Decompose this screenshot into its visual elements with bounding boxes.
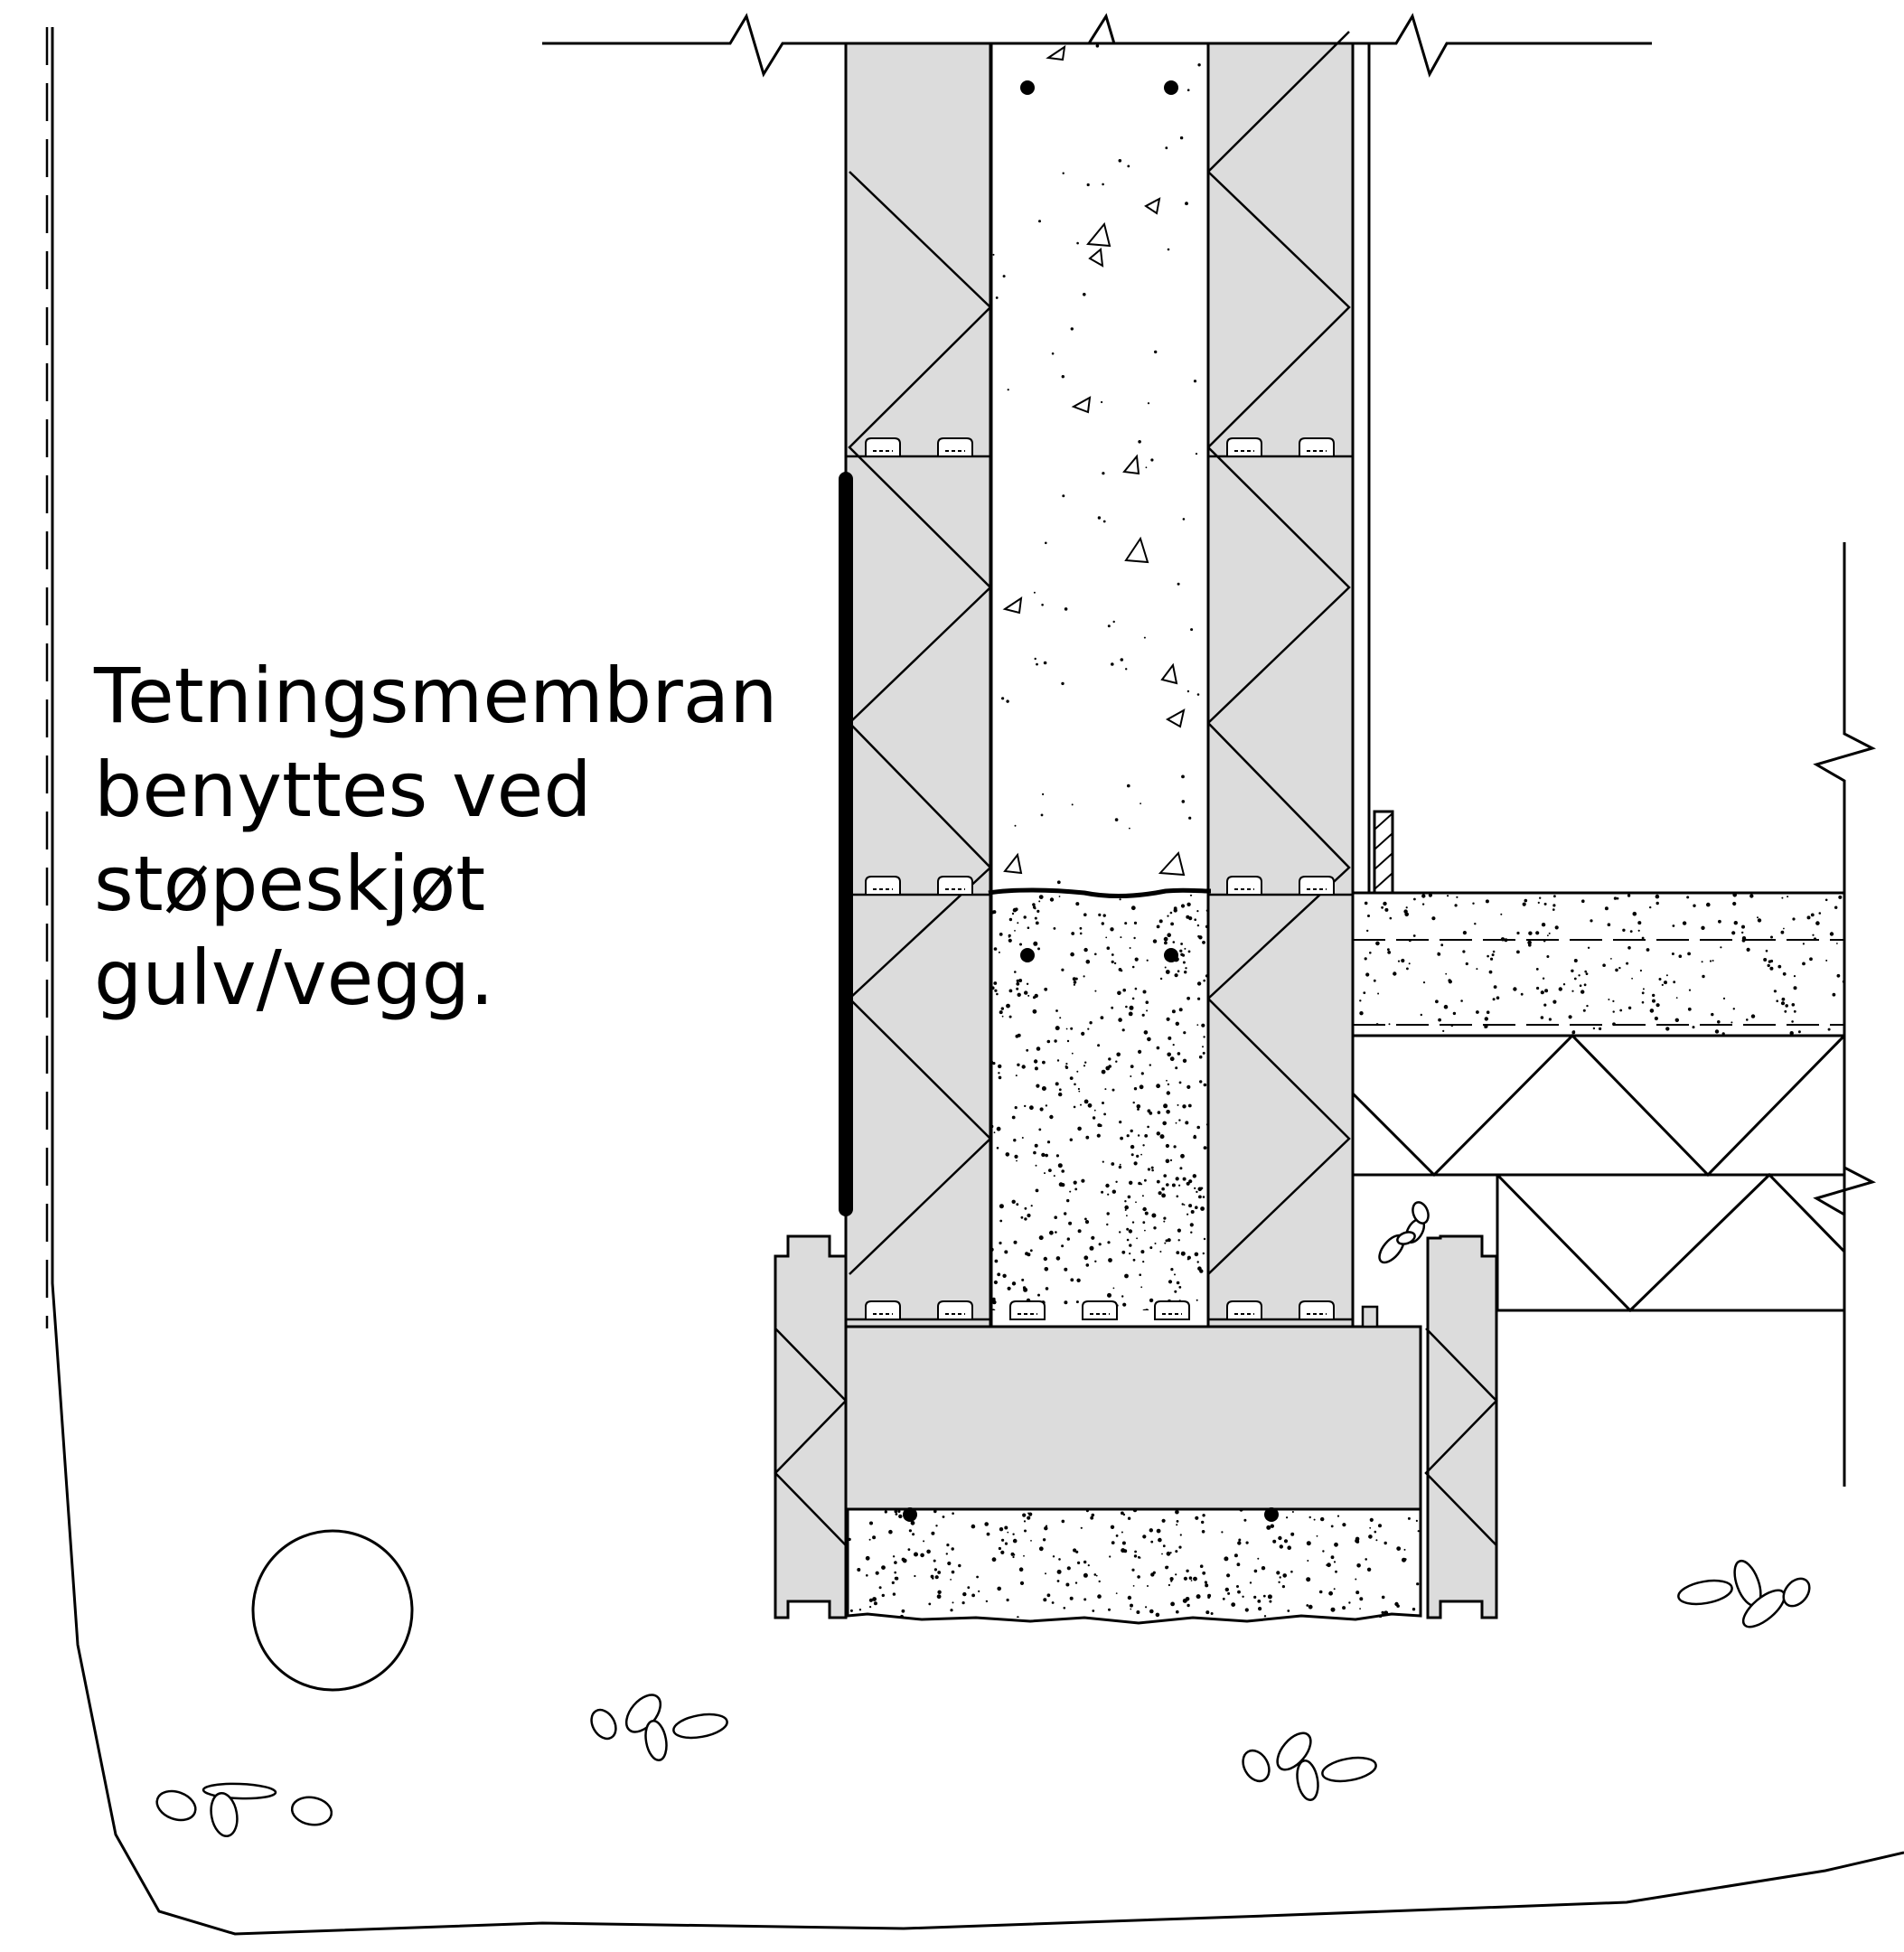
ground-outline <box>45 27 1904 1936</box>
annotation-line-2: benyttes ved <box>94 746 592 834</box>
annotation-line-3: støpeskjøt <box>94 840 486 928</box>
outer-insulation-panel <box>844 42 992 1328</box>
footing-formwork <box>774 1234 1498 1619</box>
interior-wall-panel <box>1367 43 1394 895</box>
annotation-line-4: gulv/vegg. <box>94 934 494 1022</box>
gravel-stones <box>155 1201 1811 1838</box>
annotation-line-1: Tetningsmembran <box>94 652 778 740</box>
floor-slab <box>1351 891 1846 1037</box>
block-interlock-tabs <box>865 437 1335 1320</box>
inner-insulation-panel <box>1206 31 1355 1328</box>
cast-joint <box>988 887 1212 899</box>
drain-pipe <box>251 1529 414 1692</box>
right-break-line <box>1813 542 1877 1487</box>
footing-concrete <box>846 1507 1422 1625</box>
concrete-wall-core <box>990 42 1210 1328</box>
membrane-annotation: Tetningsmembran benyttes ved støpeskjøt … <box>94 649 777 1025</box>
